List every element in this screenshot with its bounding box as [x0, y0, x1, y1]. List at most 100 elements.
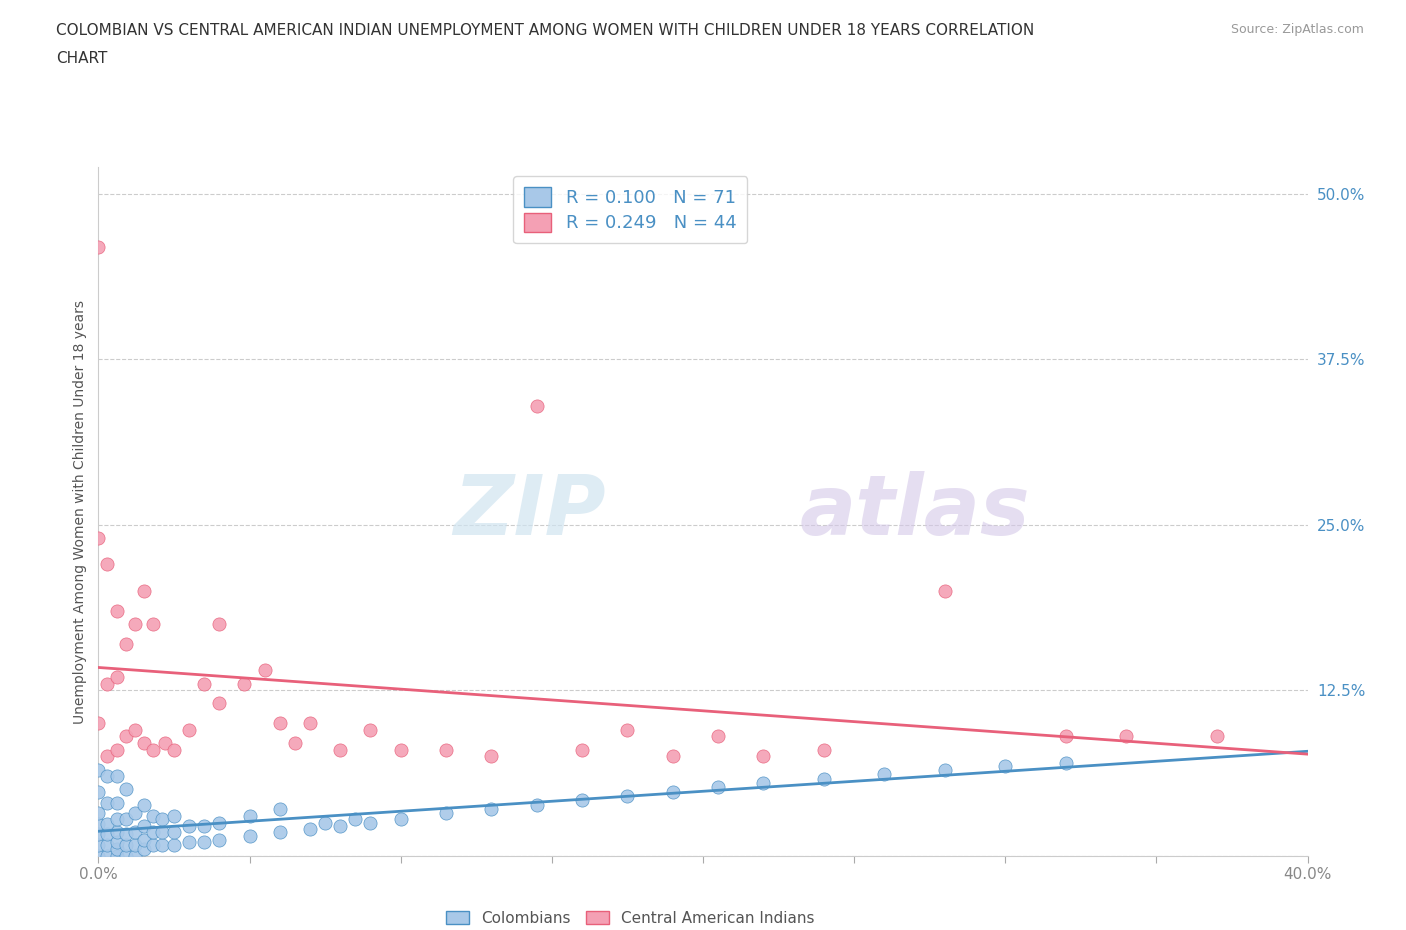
Point	[707, 779, 730, 794]
Point	[239, 829, 262, 844]
Point	[269, 802, 291, 817]
Point	[360, 815, 382, 830]
Point	[87, 239, 110, 254]
Point	[114, 636, 136, 651]
Point	[163, 824, 186, 839]
Point	[994, 758, 1017, 773]
Point	[96, 848, 118, 863]
Text: ZIP: ZIP	[454, 471, 606, 552]
Point	[96, 838, 118, 853]
Point	[813, 742, 835, 757]
Point	[329, 742, 352, 757]
Point	[124, 824, 146, 839]
Point	[934, 583, 956, 598]
Point	[299, 716, 322, 731]
Point	[571, 742, 593, 757]
Point	[481, 802, 503, 817]
Point	[163, 838, 186, 853]
Point	[87, 785, 110, 800]
Point	[177, 835, 201, 850]
Point	[434, 742, 457, 757]
Point	[269, 716, 291, 731]
Legend: Colombians, Central American Indians: Colombians, Central American Indians	[440, 905, 821, 930]
Point	[163, 808, 186, 823]
Point	[96, 827, 118, 842]
Point	[124, 723, 146, 737]
Point	[150, 811, 173, 826]
Text: Source: ZipAtlas.com: Source: ZipAtlas.com	[1230, 23, 1364, 36]
Point	[105, 742, 128, 757]
Point	[87, 817, 110, 831]
Point	[124, 805, 146, 820]
Point	[752, 776, 775, 790]
Point	[163, 742, 186, 757]
Point	[661, 785, 683, 800]
Point	[1054, 729, 1077, 744]
Point	[114, 838, 136, 853]
Point	[284, 736, 307, 751]
Point	[193, 819, 215, 834]
Point	[96, 769, 118, 784]
Point	[1115, 729, 1137, 744]
Point	[142, 617, 165, 631]
Point	[661, 749, 683, 764]
Text: atlas: atlas	[800, 471, 1031, 552]
Point	[389, 742, 412, 757]
Point	[299, 822, 322, 837]
Point	[124, 617, 146, 631]
Point	[142, 742, 165, 757]
Point	[105, 670, 128, 684]
Point	[87, 805, 110, 820]
Point	[96, 676, 118, 691]
Point	[105, 769, 128, 784]
Point	[105, 604, 128, 618]
Point	[314, 815, 336, 830]
Point	[253, 663, 276, 678]
Point	[87, 763, 110, 777]
Point	[87, 848, 110, 863]
Point	[329, 819, 352, 834]
Point	[124, 848, 146, 863]
Point	[132, 819, 155, 834]
Point	[1206, 729, 1229, 744]
Point	[105, 848, 128, 863]
Point	[132, 736, 155, 751]
Point	[96, 795, 118, 810]
Text: COLOMBIAN VS CENTRAL AMERICAN INDIAN UNEMPLOYMENT AMONG WOMEN WITH CHILDREN UNDE: COLOMBIAN VS CENTRAL AMERICAN INDIAN UNE…	[56, 23, 1035, 38]
Point	[526, 798, 548, 813]
Point	[208, 815, 231, 830]
Point	[239, 808, 262, 823]
Point	[105, 842, 128, 857]
Point	[813, 771, 835, 786]
Point	[96, 817, 118, 831]
Point	[132, 583, 155, 598]
Point	[142, 808, 165, 823]
Point	[193, 835, 215, 850]
Point	[105, 795, 128, 810]
Point	[177, 723, 201, 737]
Point	[616, 789, 638, 804]
Point	[389, 811, 412, 826]
Point	[105, 835, 128, 850]
Point	[124, 838, 146, 853]
Point	[193, 676, 215, 691]
Point	[87, 530, 110, 545]
Point	[1054, 755, 1077, 770]
Point	[526, 398, 548, 413]
Point	[616, 723, 638, 737]
Point	[114, 811, 136, 826]
Point	[344, 811, 367, 826]
Point	[142, 824, 165, 839]
Point	[87, 716, 110, 731]
Point	[132, 798, 155, 813]
Point	[150, 838, 173, 853]
Point	[142, 838, 165, 853]
Point	[434, 805, 457, 820]
Point	[481, 749, 503, 764]
Point	[87, 827, 110, 842]
Point	[360, 723, 382, 737]
Point	[873, 766, 896, 781]
Point	[114, 782, 136, 797]
Text: CHART: CHART	[56, 51, 108, 66]
Point	[208, 696, 231, 711]
